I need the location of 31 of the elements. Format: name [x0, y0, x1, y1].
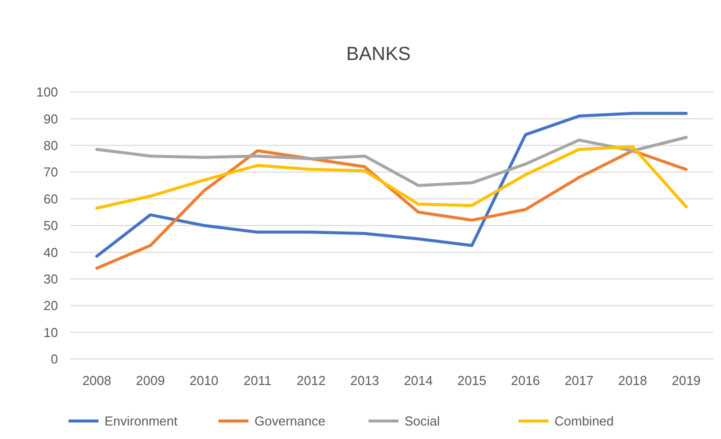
legend-label: Environment [104, 414, 178, 429]
y-tick-label: 40 [44, 244, 58, 260]
x-tick-label: 2012 [296, 373, 326, 388]
x-tick-label: 2014 [404, 373, 433, 388]
legend-label: Governance [254, 414, 326, 429]
line-series [95, 112, 688, 258]
line-series [95, 145, 688, 210]
line-series [95, 136, 688, 187]
x-tick-label: 2011 [244, 373, 272, 388]
x-tick-label: 2013 [350, 373, 380, 388]
x-tick-label: 2009 [136, 373, 165, 388]
y-tick-label: 100 [36, 84, 58, 100]
x-tick-label: 2010 [189, 373, 218, 388]
y-tick-label: 80 [44, 138, 58, 153]
y-tick-label: 0 [50, 352, 58, 367]
legend-label: Social [404, 414, 440, 429]
y-tick-label: 10 [44, 324, 58, 340]
y-tick-label: 20 [44, 298, 58, 314]
x-tick-label: 2019 [672, 373, 701, 388]
y-tick-label: 70 [44, 164, 58, 180]
x-tick-label: 2008 [82, 373, 112, 388]
x-tick-label: 2016 [510, 373, 540, 388]
y-tick-label: 60 [44, 191, 58, 206]
y-tick-label: 90 [44, 111, 58, 126]
chart-title: BANKS [346, 44, 411, 65]
x-tick-label: 2018 [618, 373, 648, 388]
legend-label: Combined [554, 414, 614, 429]
x-tick-label: 2015 [457, 373, 486, 388]
y-tick-label: 50 [44, 218, 58, 234]
y-tick-label: 30 [44, 271, 58, 286]
x-tick-label: 2017 [564, 373, 594, 388]
